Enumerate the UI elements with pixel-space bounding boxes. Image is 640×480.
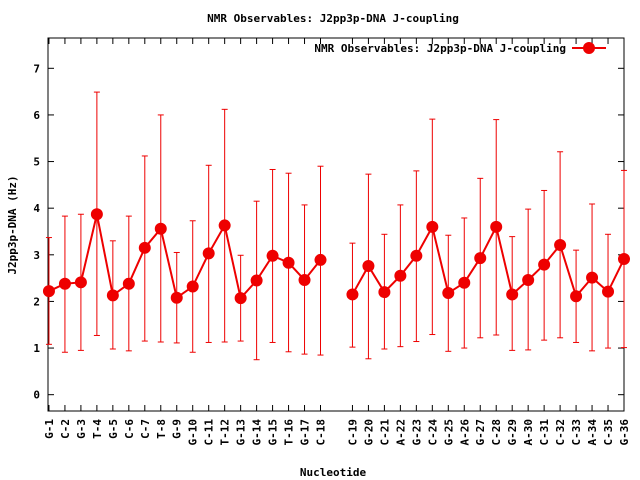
data-point (298, 273, 311, 286)
data-point (474, 252, 487, 265)
y-tick-label: 2 (33, 295, 40, 308)
x-tick-label: G-15 (267, 419, 280, 446)
data-point (586, 271, 599, 284)
data-point (170, 291, 183, 304)
x-tick-label: G-14 (251, 419, 264, 446)
data-point (602, 285, 615, 298)
data-point (618, 253, 630, 266)
data-point (394, 269, 407, 282)
data-point (410, 249, 423, 262)
x-tick-label: C-2 (59, 419, 72, 439)
x-axis-label: Nucleotide (300, 466, 367, 479)
x-tick-label: C-33 (570, 419, 583, 446)
legend: NMR Observables: J2pp3p-DNA J-coupling (314, 42, 606, 55)
data-point (554, 239, 567, 252)
data-point (90, 208, 103, 221)
series-line-segment (351, 223, 625, 299)
y-tick-label: 7 (33, 62, 40, 75)
x-tick-label: A-30 (522, 419, 535, 446)
x-tick-label: C-31 (538, 419, 551, 446)
data-point (138, 241, 151, 254)
x-tick-label: C-11 (203, 419, 216, 446)
y-tick-label: 4 (33, 202, 40, 215)
x-tick-label: C-7 (139, 419, 152, 439)
y-axis: 0 1 2 3 4 5 6 7 (33, 62, 624, 402)
data-point (442, 287, 455, 300)
x-tick-label: C-32 (554, 419, 567, 446)
data-point (314, 253, 327, 266)
data-point (426, 220, 439, 233)
x-tick-label: G-23 (410, 419, 423, 446)
y-tick-label: 3 (33, 249, 40, 262)
data-point (250, 274, 263, 287)
y-tick-label: 5 (33, 156, 40, 169)
data-point (122, 277, 135, 290)
data-point (42, 285, 55, 298)
data-point (506, 288, 519, 301)
x-tick-label: A-26 (458, 419, 471, 446)
data-point (490, 220, 503, 233)
x-tick-label: G-3 (75, 419, 88, 439)
series-line (48, 214, 625, 301)
data-point (346, 288, 359, 301)
legend-label: NMR Observables: J2pp3p-DNA J-coupling (314, 42, 566, 55)
error-bars (45, 91, 627, 361)
x-tick-label: T-4 (91, 419, 104, 439)
data-point (282, 256, 295, 269)
y-tick-label: 1 (33, 342, 40, 355)
data-point (74, 276, 87, 289)
data-point (522, 273, 535, 286)
data-point (378, 286, 391, 299)
x-tick-label: G-29 (506, 419, 519, 446)
x-tick-label: G-17 (299, 419, 312, 446)
x-tick-label: G-10 (187, 419, 200, 446)
data-point (186, 280, 199, 293)
data-point (58, 277, 71, 290)
x-tick-label: G-36 (618, 419, 631, 446)
x-tick-label: G-27 (474, 419, 487, 446)
data-point (234, 292, 247, 305)
plot-frame (47, 37, 625, 412)
x-tick-label: C-28 (490, 419, 503, 446)
data-point (202, 247, 215, 260)
x-tick-label: T-12 (219, 419, 232, 446)
x-tick-label: C-19 (346, 419, 359, 446)
x-tick-label: C-18 (315, 419, 328, 446)
data-point (106, 289, 119, 302)
legend-marker-sample (583, 42, 595, 54)
y-axis-label: J2pp3p-DNA (Hz) (6, 175, 19, 274)
x-tick-label: G-25 (442, 419, 455, 446)
data-point (458, 276, 471, 289)
data-point (218, 219, 231, 232)
x-tick-label: C-21 (378, 419, 391, 446)
data-point (570, 290, 583, 303)
x-tick-label: A-34 (586, 419, 599, 446)
x-tick-label: A-22 (394, 419, 407, 446)
x-tick-label: G-9 (171, 419, 184, 439)
x-axis: G-1 C-2 G-3 T-4 G-5 C-6 C-7 T-8 G-9 G-10 C-11 T-12 G… (43, 38, 631, 446)
y-tick-label: 6 (33, 109, 40, 122)
x-tick-label: G-5 (107, 419, 120, 439)
x-tick-label: C-35 (602, 419, 615, 446)
chart-title: NMR Observables: J2pp3p-DNA J-coupling (207, 12, 459, 25)
data-point (362, 259, 375, 272)
data-points (42, 208, 630, 305)
y-tick-label: 0 (33, 389, 40, 402)
x-tick-label: T-16 (283, 419, 296, 446)
x-tick-label: C-6 (123, 419, 136, 439)
data-point (538, 258, 551, 271)
x-tick-label: G-13 (235, 419, 248, 446)
series-line-segment (48, 214, 322, 301)
x-tick-label: T-8 (155, 419, 168, 439)
x-tick-label: G-1 (43, 419, 56, 439)
x-tick-label: G-20 (362, 419, 375, 446)
data-point (266, 249, 279, 262)
x-tick-label: C-24 (426, 419, 439, 446)
data-point (154, 222, 167, 235)
